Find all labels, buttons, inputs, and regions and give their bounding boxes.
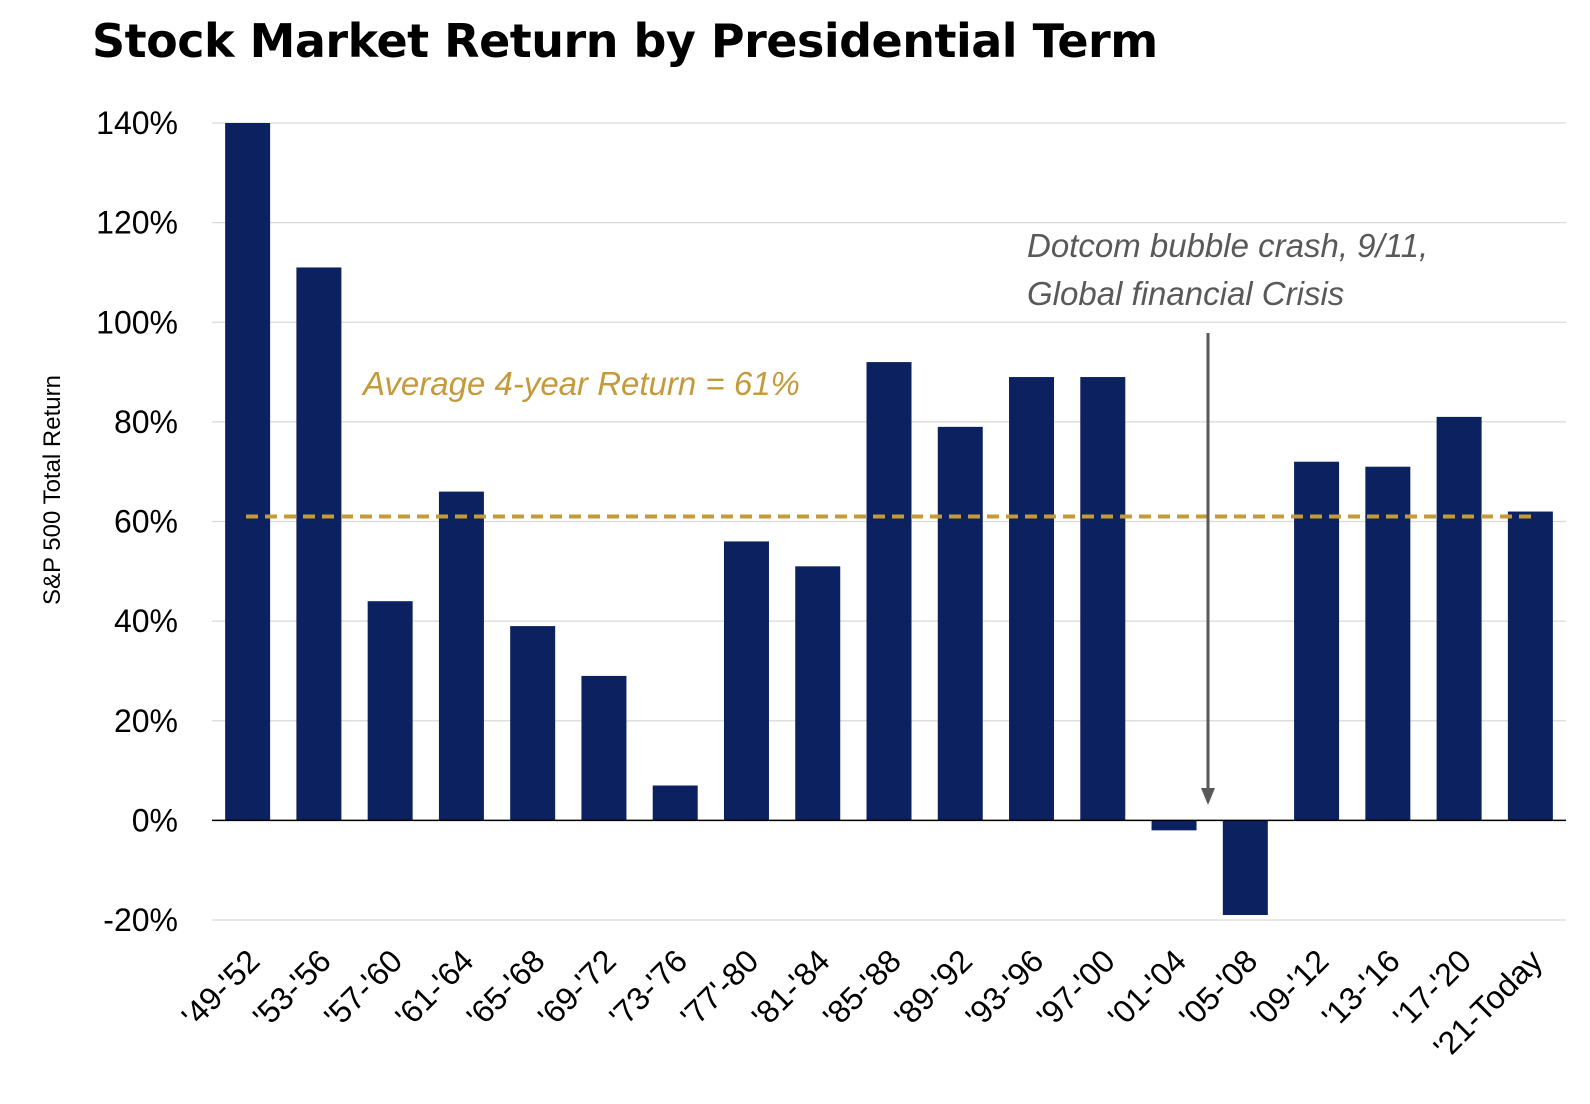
bar bbox=[652, 785, 698, 821]
x-tick-label: '57-'60 bbox=[317, 942, 409, 1034]
y-axis-label: S&P 500 Total Return bbox=[39, 375, 66, 605]
x-tick-label: '89-'92 bbox=[887, 942, 979, 1034]
bar bbox=[438, 491, 484, 821]
bar bbox=[1436, 416, 1482, 821]
average-label: Average 4-year Return = 61% bbox=[361, 365, 800, 402]
x-tick-label: '65-'68 bbox=[460, 942, 552, 1034]
bar bbox=[1294, 461, 1340, 821]
chart-title: Stock Market Return by Presidential Term bbox=[92, 14, 1158, 68]
bar bbox=[367, 601, 413, 821]
y-axis-ticks: 140% 120% 100% 80% 60% 40% 20% 0% -20% bbox=[96, 105, 178, 938]
bar bbox=[866, 362, 912, 821]
x-tick-label: '81-'84 bbox=[745, 942, 837, 1034]
y-tick-label: 60% bbox=[114, 504, 178, 540]
y-tick-label: 40% bbox=[114, 603, 178, 639]
x-tick-label: '53-'56 bbox=[246, 942, 338, 1034]
bar bbox=[1507, 511, 1553, 821]
x-tick-label: '85-'88 bbox=[816, 942, 908, 1034]
x-tick-label: '73-'76 bbox=[602, 942, 694, 1034]
average-line-group: Average 4-year Return = 61% bbox=[246, 365, 1535, 519]
y-tick-label: -20% bbox=[103, 902, 178, 938]
bar bbox=[937, 426, 983, 821]
x-tick-label: '01-'04 bbox=[1101, 942, 1193, 1034]
bar bbox=[1009, 377, 1055, 821]
y-tick-label: 0% bbox=[132, 802, 178, 838]
annotation-arrow-head bbox=[1201, 788, 1215, 805]
y-tick-label: 20% bbox=[114, 703, 178, 739]
bar bbox=[510, 626, 556, 821]
bar bbox=[723, 541, 769, 821]
x-tick-label: '05-'08 bbox=[1172, 942, 1264, 1034]
y-tick-label: 120% bbox=[96, 205, 178, 241]
bar bbox=[795, 566, 841, 821]
x-tick-label: '13-'16 bbox=[1315, 942, 1407, 1034]
annotation-group: Dotcom bubble crash, 9/11, Global financi… bbox=[1027, 227, 1428, 805]
x-tick-label: '97-'00 bbox=[1030, 942, 1122, 1034]
annotation-text: Global financial Crisis bbox=[1027, 275, 1344, 312]
x-tick-label: '49-'52 bbox=[175, 942, 267, 1034]
bar bbox=[225, 123, 271, 821]
y-tick-label: 80% bbox=[114, 404, 178, 440]
bar bbox=[1222, 820, 1268, 916]
x-tick-label: '93-'96 bbox=[959, 942, 1051, 1034]
y-tick-label: 140% bbox=[96, 105, 178, 141]
x-tick-label: '69-'72 bbox=[531, 942, 623, 1034]
x-axis-ticks: '49-'52'53-'56'57-'60'61-'64'65-'68'69-'… bbox=[175, 942, 1550, 1065]
bar bbox=[1080, 377, 1126, 821]
annotation-text: Dotcom bubble crash, 9/11, bbox=[1027, 227, 1428, 264]
bars bbox=[225, 123, 1553, 916]
bar bbox=[1365, 466, 1411, 821]
y-tick-label: 100% bbox=[96, 304, 178, 340]
x-tick-label: '09-'12 bbox=[1244, 942, 1336, 1034]
x-tick-label: '61-'64 bbox=[388, 942, 480, 1034]
bar bbox=[296, 267, 342, 821]
x-tick-label: '77'-80 bbox=[673, 942, 765, 1034]
bar bbox=[581, 675, 627, 821]
bar bbox=[1151, 820, 1197, 831]
